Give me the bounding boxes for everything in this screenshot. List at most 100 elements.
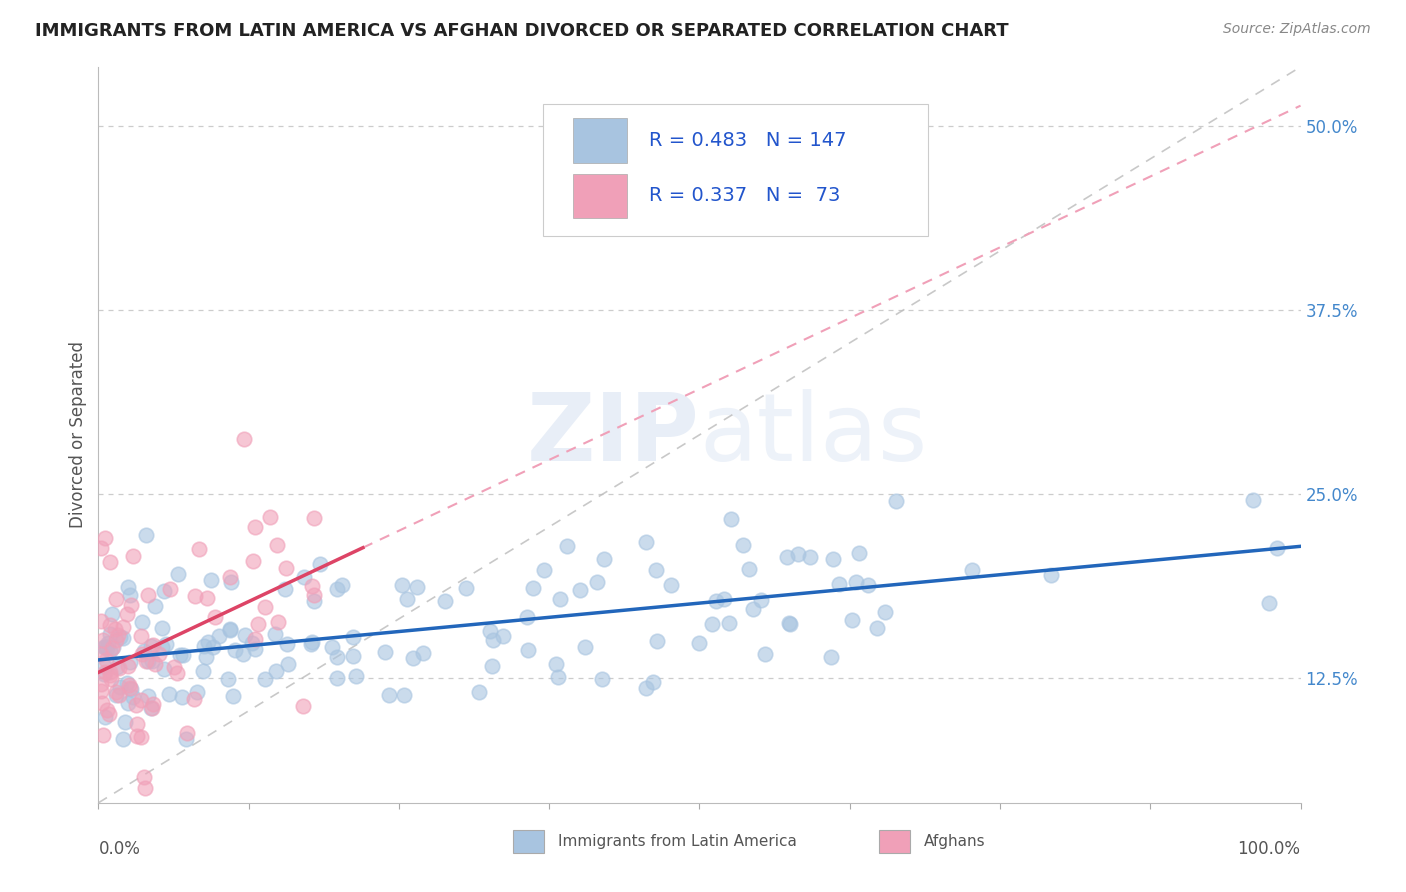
Point — [233, 628, 256, 642]
Point — [775, 549, 797, 564]
Point — [749, 592, 772, 607]
Point — [139, 700, 162, 714]
Point — [105, 688, 128, 702]
Point — [548, 592, 571, 607]
Point — [172, 690, 194, 704]
Point — [195, 591, 218, 606]
Point — [129, 730, 152, 744]
Point — [101, 640, 124, 655]
Point — [778, 616, 800, 631]
Point — [219, 623, 242, 637]
Point — [98, 555, 121, 569]
Point — [742, 602, 765, 616]
Point — [232, 647, 254, 661]
Point — [1258, 596, 1281, 610]
Point — [98, 627, 121, 641]
Point — [259, 509, 281, 524]
Point — [111, 620, 134, 634]
Point — [186, 685, 208, 699]
Point — [117, 580, 139, 594]
Point — [274, 560, 297, 574]
Point — [93, 666, 115, 681]
Point — [848, 546, 870, 560]
Point — [301, 634, 323, 648]
Text: 0.0%: 0.0% — [98, 840, 141, 858]
Point — [1241, 493, 1264, 508]
Point — [717, 615, 740, 630]
Point — [820, 650, 842, 665]
Point — [108, 688, 131, 702]
Point — [141, 701, 163, 715]
Text: Immigrants from Latin America: Immigrants from Latin America — [558, 834, 797, 849]
Point — [688, 636, 710, 650]
Point — [111, 731, 134, 746]
Point — [246, 617, 269, 632]
Point — [720, 512, 742, 526]
Point — [243, 520, 266, 534]
Point — [98, 618, 121, 632]
Point — [105, 660, 128, 674]
Point — [330, 578, 353, 592]
Point — [91, 696, 114, 710]
Point — [159, 582, 181, 596]
Point — [643, 675, 665, 690]
Point — [302, 588, 325, 602]
Point — [240, 636, 263, 650]
Point — [321, 640, 343, 654]
Point — [738, 562, 761, 576]
Point — [325, 671, 347, 685]
Point — [779, 617, 801, 632]
Point — [111, 632, 134, 646]
FancyBboxPatch shape — [574, 119, 627, 162]
Point — [143, 599, 166, 614]
Point — [479, 624, 502, 639]
Point — [533, 563, 555, 577]
Point — [204, 610, 226, 624]
Point — [187, 541, 209, 556]
Point — [93, 659, 115, 673]
Point — [183, 692, 205, 706]
Point — [326, 649, 349, 664]
Point — [90, 677, 112, 691]
Point — [152, 640, 174, 654]
Point — [516, 610, 538, 624]
Point — [218, 622, 240, 636]
Point — [117, 676, 139, 690]
Point — [121, 690, 143, 704]
Point — [377, 688, 399, 702]
Point — [821, 551, 844, 566]
Point — [264, 626, 287, 640]
Point — [391, 578, 413, 592]
Point — [191, 664, 214, 678]
Point — [157, 686, 180, 700]
Point — [266, 538, 288, 552]
Point — [1265, 541, 1288, 556]
Point — [799, 549, 821, 564]
Point — [134, 781, 156, 796]
Point — [194, 649, 217, 664]
Point — [166, 665, 188, 680]
FancyBboxPatch shape — [543, 103, 928, 236]
FancyBboxPatch shape — [879, 830, 910, 853]
Point — [96, 640, 118, 655]
Point — [174, 731, 197, 746]
Point — [492, 629, 515, 643]
Point — [253, 672, 276, 686]
Text: Source: ZipAtlas.com: Source: ZipAtlas.com — [1223, 22, 1371, 37]
Point — [704, 594, 727, 608]
Point — [574, 640, 596, 655]
Point — [754, 647, 776, 661]
Point — [132, 644, 155, 658]
Point — [90, 684, 112, 698]
Text: IMMIGRANTS FROM LATIN AMERICA VS AFGHAN DIVORCED OR SEPARATED CORRELATION CHART: IMMIGRANTS FROM LATIN AMERICA VS AFGHAN … — [35, 22, 1008, 40]
Point — [139, 640, 162, 654]
Point — [1039, 568, 1062, 582]
Point — [103, 640, 125, 655]
Point — [98, 667, 121, 681]
Point — [100, 673, 122, 687]
Point — [591, 672, 613, 686]
Point — [828, 576, 851, 591]
Point — [90, 614, 112, 628]
Point — [344, 669, 367, 683]
Point — [121, 549, 143, 563]
